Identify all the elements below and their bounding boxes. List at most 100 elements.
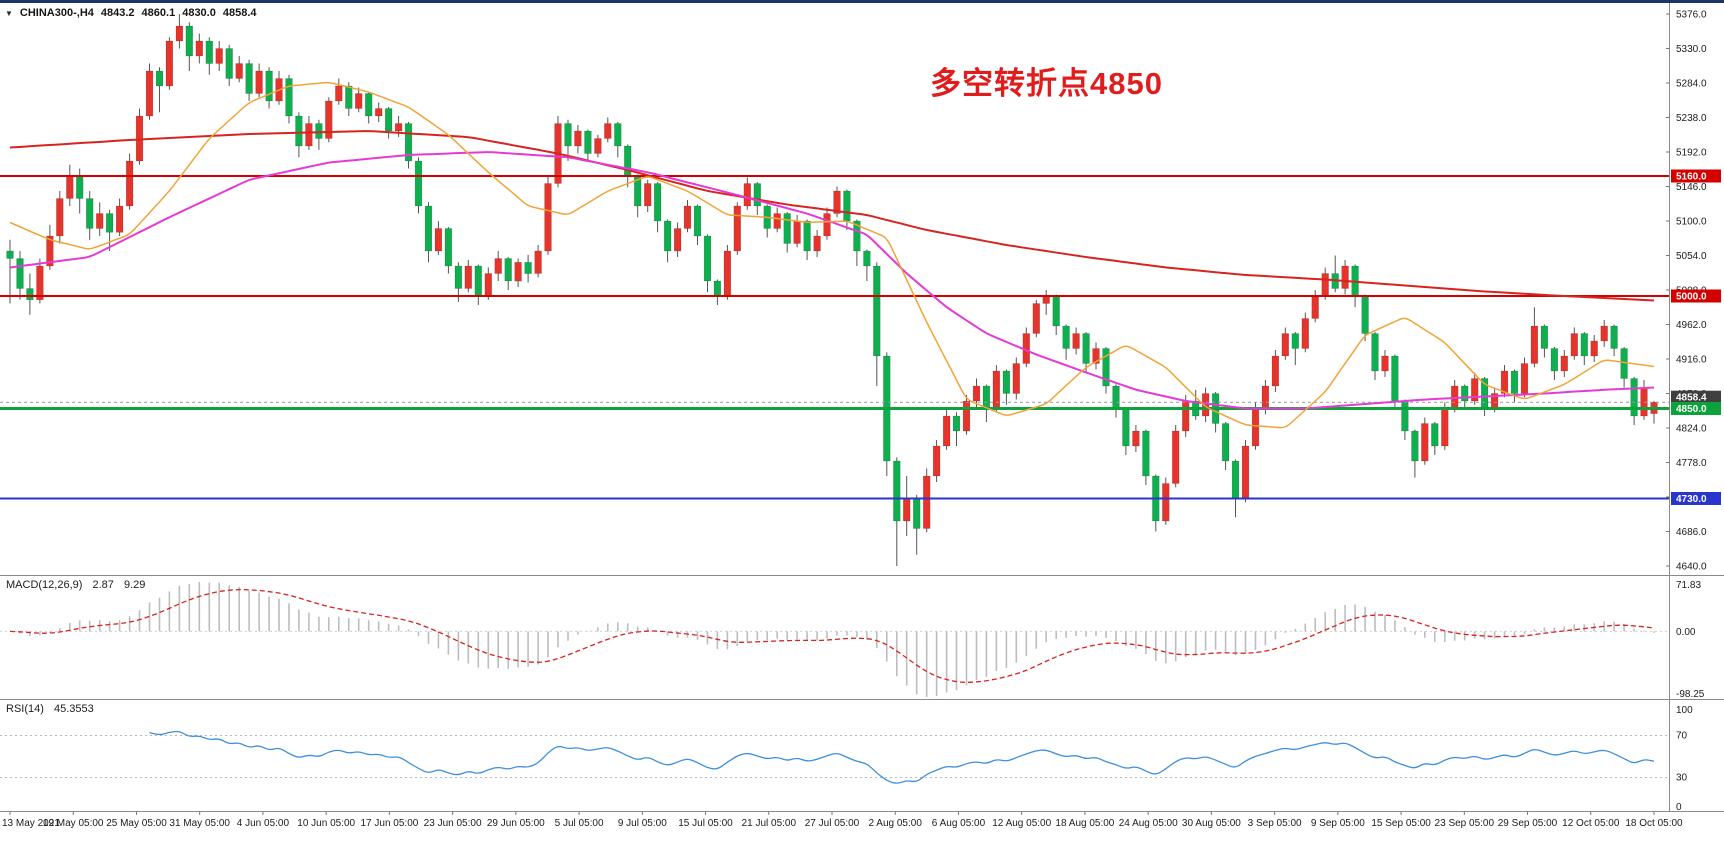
candle [1022, 327, 1030, 368]
candle [574, 125, 582, 154]
price-axis-label: 4824.0 [1676, 424, 1707, 435]
rsi-axis-label: 70 [1676, 731, 1688, 742]
macd-signal-value: 9.29 [123, 579, 146, 591]
candle [1052, 294, 1060, 335]
rsi-axis-label: 100 [1676, 705, 1693, 716]
candle [155, 67, 164, 113]
candle [1102, 347, 1110, 394]
candle [165, 37, 174, 90]
candle [1341, 260, 1349, 295]
price-tag-4850.0[interactable] [1671, 402, 1721, 415]
candle [295, 112, 303, 158]
ohlc-high: 4860.1 [141, 7, 176, 19]
ma-mid-line [9, 151, 1655, 410]
x-axis-label: 13 May 2021 [2, 818, 60, 829]
candle [225, 44, 233, 86]
candle [1331, 255, 1339, 293]
candle [1630, 377, 1638, 425]
candle [335, 78, 343, 105]
candle [235, 56, 243, 83]
candle [703, 234, 712, 293]
price-tag-4858.4[interactable] [1671, 390, 1721, 404]
candle [952, 412, 961, 446]
candle [494, 251, 502, 281]
candle [245, 59, 253, 101]
x-axis-label: 23 Sep 05:00 [1435, 818, 1495, 829]
candle [644, 179, 652, 212]
price-axis-label: 4640.0 [1676, 562, 1707, 573]
price-axis-label: 4778.0 [1676, 458, 1707, 469]
price-tag-5000.0[interactable] [1671, 289, 1721, 303]
candle [823, 207, 831, 240]
price-axis-label: 5146.0 [1676, 182, 1707, 193]
ohlc-low: 4830.0 [182, 7, 216, 19]
candle [1221, 422, 1230, 470]
candle [175, 14, 184, 49]
x-axis-label: 23 Jun 05:00 [424, 818, 482, 829]
macd-signal-line [9, 588, 1655, 683]
candle [215, 41, 223, 71]
candle [414, 157, 423, 214]
candle [375, 102, 383, 122]
candle [56, 191, 64, 244]
ma-fast-line [9, 81, 1655, 429]
candle [66, 164, 74, 206]
candle [903, 476, 911, 536]
candle [1082, 332, 1090, 373]
price-tag-4730.0[interactable] [1671, 492, 1721, 505]
chart-annotation-text[interactable]: 多空转折点4850 [930, 66, 1163, 101]
chevron-down-icon[interactable]: ▼ [5, 8, 13, 18]
x-axis-label: 21 Jul 05:00 [742, 818, 797, 829]
candle [723, 245, 732, 300]
price-tag-label: 5160.0 [1676, 172, 1707, 183]
horizontal-lines-layer[interactable] [0, 175, 1670, 500]
symbol-info-bar: ▼ CHINA300-,H4 4843.2 4860.1 4830.0 4858… [5, 7, 257, 19]
candle [1311, 290, 1319, 323]
candle [1510, 369, 1519, 403]
candle [1231, 459, 1240, 518]
rsi-axis-label: 0 [1676, 802, 1682, 813]
symbol-name: CHINA300-,H4 [19, 7, 94, 19]
candle [1381, 350, 1389, 377]
candle [683, 200, 692, 233]
candle [982, 384, 991, 422]
candle [923, 468, 931, 533]
candle [534, 245, 542, 278]
x-axis-label: 15 Jul 05:00 [678, 818, 733, 829]
candle [1650, 400, 1658, 424]
candle [1530, 307, 1539, 368]
price-tag-label: 4858.4 [1676, 393, 1707, 404]
candle [384, 107, 393, 139]
candle [663, 219, 672, 263]
price-tag-label: 4730.0 [1676, 494, 1707, 505]
ma-slow-line [9, 130, 1655, 302]
ma-lines-layer [9, 81, 1655, 429]
candle [1172, 425, 1180, 488]
rsi-line [149, 730, 1655, 784]
candle [1072, 327, 1080, 355]
x-axis-label: 3 Sep 05:00 [1248, 818, 1302, 829]
candle [1570, 327, 1578, 360]
macd-indicator-label: MACD(12,26,9) 2.87 9.29 [6, 579, 145, 591]
x-axis-label: 12 Aug 05:00 [992, 818, 1051, 829]
candle [1401, 399, 1409, 440]
candle [693, 204, 702, 245]
candle [773, 207, 781, 233]
price-tag-5160.0[interactable] [1671, 169, 1721, 183]
candle [813, 230, 821, 257]
macd-axis-label: 0.00 [1676, 627, 1696, 638]
x-axis-label: 18 Oct 05:00 [1625, 818, 1683, 829]
x-axis-label: 30 Aug 05:00 [1182, 818, 1241, 829]
candle [16, 251, 24, 300]
candle [285, 74, 293, 124]
candle [614, 122, 622, 158]
x-axis-label: 5 Jul 05:00 [555, 818, 604, 829]
candle [145, 63, 154, 120]
candles-layer [6, 14, 1658, 566]
candle [514, 258, 522, 287]
x-axis-label: 19 May 05:00 [43, 818, 104, 829]
candle [1540, 324, 1549, 358]
candle [564, 119, 572, 161]
candle [1271, 350, 1280, 392]
